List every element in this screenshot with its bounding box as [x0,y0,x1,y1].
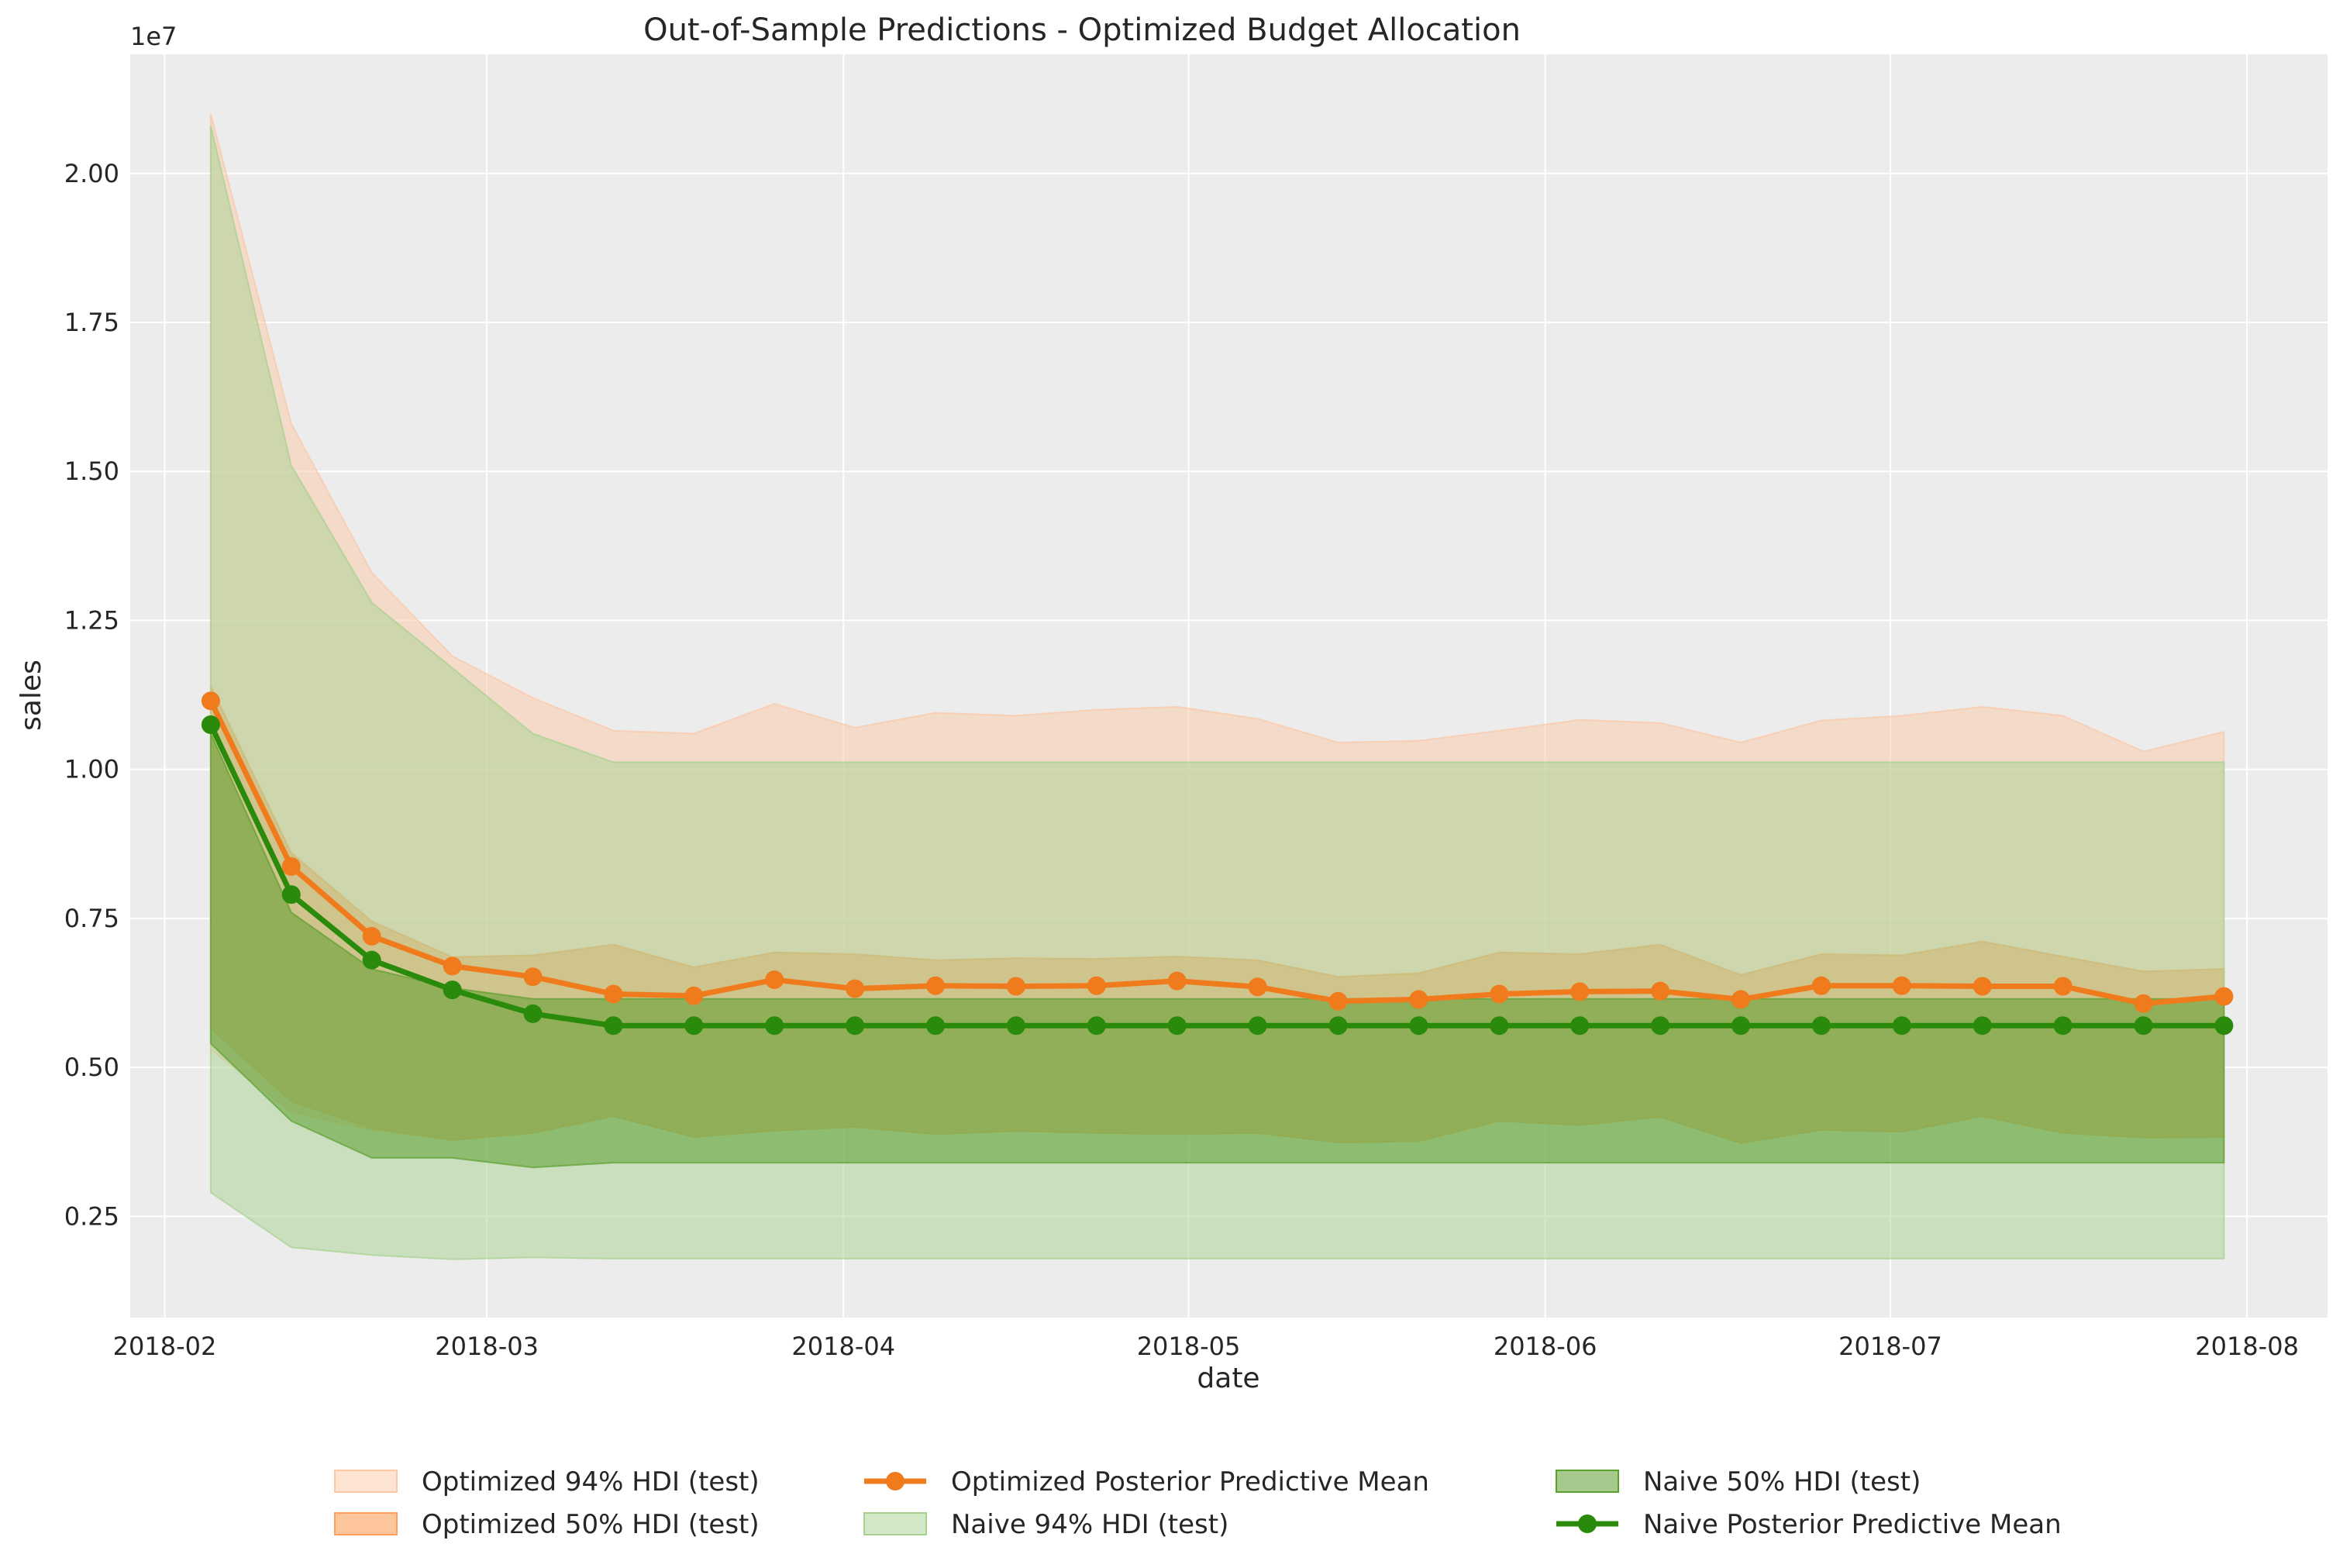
legend-label: Naive 50% HDI (test) [1643,1466,1921,1497]
optimized-posterior-predictive-mean-point [604,984,623,1004]
x-tick-label: 2018-08 [2195,1332,2299,1361]
naive-posterior-predictive-mean-point [765,1016,784,1036]
x-tick-label: 2018-02 [113,1332,217,1361]
optimized-posterior-predictive-mean-point [1006,977,1025,996]
y-axis-ticks: 0.25 0.50 0.75 1.00 1.25 1.50 1.75 2.00 [64,159,119,1232]
naive-posterior-predictive-mean-point [1570,1016,1590,1036]
legend-marker [1578,1515,1597,1533]
optimized-posterior-predictive-mean-point [1409,990,1428,1009]
naive-posterior-predictive-mean-point [1087,1016,1106,1036]
legend-marker [886,1472,904,1490]
optimized-posterior-predictive-mean-point [362,926,381,946]
optimized-posterior-predictive-mean-point [2134,994,2153,1013]
legend-swatch [863,1512,927,1535]
optimized-posterior-predictive-mean-point [1248,977,1267,997]
hdi-bands [209,113,2225,1260]
optimized-posterior-predictive-mean-point [846,979,865,998]
y-tick-label: 0.25 [64,1201,119,1231]
legend-label: Naive 94% HDI (test) [951,1509,1228,1540]
x-axis-label: date [1197,1363,1259,1394]
optimized-posterior-predictive-mean-point [1973,977,1992,996]
naive-posterior-predictive-mean-point [1328,1016,1348,1036]
x-tick-label: 2018-07 [1838,1332,1942,1361]
naive-posterior-predictive-mean-point [523,1004,543,1023]
y-tick-label: 0.50 [64,1053,119,1082]
legend-label: Optimized 94% HDI (test) [422,1466,760,1497]
naive-posterior-predictive-mean-point [201,715,220,734]
optimized-posterior-predictive-mean-point [1167,971,1187,991]
naive-posterior-predictive-mean-line [208,723,2224,1029]
x-tick-label: 2018-06 [1494,1332,1597,1361]
y-tick-label: 1.25 [64,605,119,635]
naive-posterior-predictive-mean-point [443,980,462,1000]
naive-posterior-predictive-mean-point [362,950,381,970]
naive-posterior-predictive-mean-point [1892,1016,1911,1036]
y-offset-label: 1e7 [130,22,177,51]
legend-label: Optimized 50% HDI (test) [422,1509,760,1540]
optimized-posterior-predictive-mean-point [1328,991,1348,1011]
optimized-posterior-predictive-mean-point [684,986,704,1005]
naive-posterior-predictive-mean-point [684,1016,704,1036]
naive-posterior-predictive-mean-point [2053,1016,2073,1036]
optimized-posterior-predictive-mean-point [2214,987,2234,1006]
naive-94-hdi-test-band [209,126,2225,1260]
x-axis-ticks: 2018-02 2018-03 2018-04 2018-05 2018-06 2018-… [113,1332,2299,1361]
x-tick-label: 2018-04 [791,1332,895,1361]
legend-label: Optimized Posterior Predictive Mean [951,1466,1429,1497]
naive-posterior-predictive-mean-point [2214,1016,2234,1036]
optimized-posterior-predictive-mean-point [523,967,543,987]
naive-posterior-predictive-mean-point [926,1016,946,1036]
naive-posterior-predictive-mean-point [1490,1016,1509,1036]
y-tick-label: 1.75 [64,308,119,337]
naive-posterior-predictive-mean-point [604,1016,623,1036]
mean-lines [201,691,2234,1036]
optimized-posterior-predictive-mean-point [926,976,946,995]
y-tick-label: 1.50 [64,457,119,486]
legend: Optimized 94% HDI (test) Optimized 50% HD… [334,1466,2062,1540]
x-tick-label: 2018-03 [435,1332,539,1361]
naive-50-hdi-test-band [209,733,2225,1169]
naive-posterior-predictive-mean-point [1651,1016,1670,1036]
legend-swatch [334,1512,398,1535]
y-tick-label: 2.00 [64,159,119,188]
naive-posterior-predictive-mean-point [2134,1016,2153,1036]
optimized-posterior-predictive-mean-point [1570,982,1590,1001]
optimized-posterior-predictive-mean-point [201,691,220,711]
y-axis-label: sales [16,660,47,731]
optimized-posterior-predictive-mean-point [1490,984,1509,1004]
naive-posterior-predictive-mean-point [1409,1016,1428,1036]
optimized-posterior-predictive-mean-point [1731,990,1751,1009]
naive-posterior-predictive-mean-point [1248,1016,1267,1036]
optimized-posterior-predictive-mean-point [1811,976,1831,995]
y-tick-label: 1.00 [64,755,119,784]
naive-posterior-predictive-mean-point [281,885,301,905]
legend-swatch [1556,1470,1619,1493]
naive-posterior-predictive-mean-point [1731,1016,1751,1036]
optimized-posterior-predictive-mean-point [281,856,301,876]
optimized-posterior-predictive-mean-point [1892,976,1911,995]
optimized-posterior-predictive-mean-point [765,970,784,990]
optimized-posterior-predictive-mean-point [443,956,462,976]
naive-posterior-predictive-mean-point [846,1016,865,1036]
naive-posterior-predictive-mean-point [1811,1016,1831,1036]
y-tick-label: 0.75 [64,904,119,933]
optimized-posterior-predictive-mean-point [2053,977,2073,996]
chart-title: Out-of-Sample Predictions - Optimized Bu… [643,12,1521,48]
optimized-posterior-predictive-mean-point [1087,976,1106,995]
x-tick-label: 2018-05 [1137,1332,1241,1361]
naive-posterior-predictive-mean-point [1006,1016,1025,1036]
naive-posterior-predictive-mean-point [1973,1016,1992,1036]
legend-label: Naive Posterior Predictive Mean [1643,1509,2062,1540]
optimized-posterior-predictive-mean-line [208,699,2224,1007]
optimized-posterior-predictive-mean-point [1651,981,1670,1001]
legend-swatch [334,1470,398,1493]
naive-posterior-predictive-mean-point [1167,1016,1187,1036]
